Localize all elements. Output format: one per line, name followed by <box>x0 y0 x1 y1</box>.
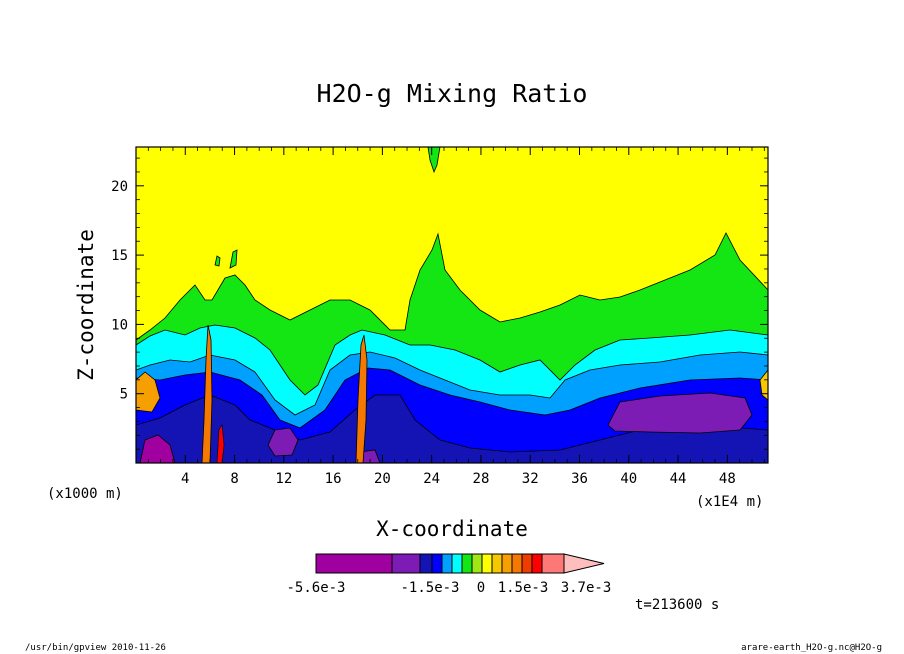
colorbar-segment <box>522 554 532 573</box>
colorbar-segment <box>492 554 502 573</box>
x-tick-label: 32 <box>522 471 539 487</box>
colorbar-segment <box>432 554 442 573</box>
colorbar-segment <box>502 554 512 573</box>
colorbar-segment <box>462 554 472 573</box>
x-axis-label: X-coordinate <box>376 517 528 541</box>
x-tick-label: 28 <box>473 471 490 487</box>
colorbar-labels: -5.6e-3 -1.5e-3 0 1.5e-3 3.7e-3 <box>286 580 611 596</box>
x-tick-label: 12 <box>275 471 292 487</box>
x-tick-label: 16 <box>325 471 342 487</box>
colorbar-segment <box>420 554 432 573</box>
colorbar-segment <box>316 554 392 573</box>
y-tick-label: 10 <box>111 317 128 333</box>
colorbar-label: 1.5e-3 <box>498 580 549 596</box>
y-axis-label: Z-coordinate <box>74 229 98 381</box>
x-scale-note: (x1E4 m) <box>696 494 763 510</box>
colorbar-label: 3.7e-3 <box>561 580 612 596</box>
footer-right: arare-earth_H2O-g.nc@H2O-g <box>741 643 882 653</box>
x-tick-label: 4 <box>181 471 189 487</box>
time-label: t=213600 s <box>635 597 719 613</box>
colorbar-arrow <box>564 554 604 573</box>
colorbar-label: 0 <box>477 580 485 596</box>
y-tick-label: 15 <box>111 248 128 264</box>
x-tick-label: 36 <box>571 471 588 487</box>
colorbar-segment <box>532 554 542 573</box>
colorbar-segment <box>442 554 452 573</box>
x-tick-label: 44 <box>670 471 687 487</box>
colorbar-segment <box>392 554 420 573</box>
colorbar-label: -5.6e-3 <box>286 580 345 596</box>
footer-left: /usr/bin/gpview 2010-11-26 <box>25 643 166 653</box>
x-tick-label: 20 <box>374 471 391 487</box>
colorbar-segment <box>482 554 492 573</box>
x-tick-label: 24 <box>423 471 440 487</box>
y-tick-label: 5 <box>120 387 128 403</box>
colorbar-label: -1.5e-3 <box>400 580 459 596</box>
y-tick-label: 20 <box>111 179 128 195</box>
colorbar-segment <box>512 554 522 573</box>
x-tick-label: 40 <box>620 471 637 487</box>
colorbar-segment <box>542 554 564 573</box>
colorbar <box>316 554 604 573</box>
x-tick-label: 8 <box>230 471 238 487</box>
colorbar-segment <box>472 554 482 573</box>
chart-title: H2O-g Mixing Ratio <box>317 79 588 108</box>
y-scale-note: (x1000 m) <box>47 486 123 502</box>
x-tick-label: 48 <box>719 471 736 487</box>
colorbar-segment <box>452 554 462 573</box>
